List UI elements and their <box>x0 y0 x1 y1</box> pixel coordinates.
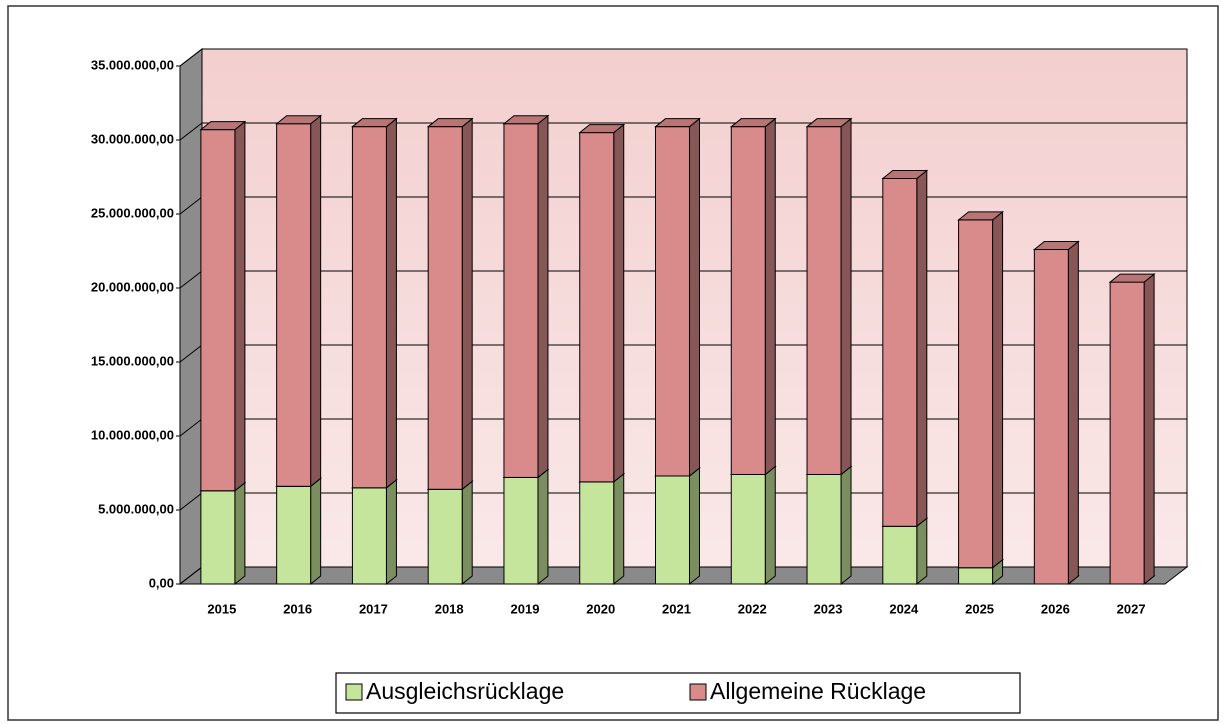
bar-side <box>461 117 473 491</box>
bar <box>579 132 615 483</box>
bar-side <box>385 117 397 489</box>
x-tick-label: 2020 <box>586 601 615 616</box>
x-tick-label: 2023 <box>814 601 843 616</box>
bar <box>276 485 312 585</box>
bar-side <box>613 472 625 586</box>
bar-side <box>1067 240 1079 586</box>
bar <box>351 126 387 489</box>
bar-top <box>1032 241 1080 251</box>
legend-label: Allgemeine Rücklage <box>710 678 926 704</box>
bar-side <box>992 210 1004 569</box>
grid-line <box>179 418 203 437</box>
y-tick-label: 20.000.000,00 <box>91 279 174 294</box>
bar-top <box>729 118 777 128</box>
bar <box>427 126 463 490</box>
bar <box>882 177 918 527</box>
x-tick-label: 2024 <box>889 601 919 616</box>
bar-top <box>881 169 929 179</box>
legend: Ausgleichsrücklage Allgemeine Rücklage <box>335 672 1021 714</box>
bar-side <box>234 120 246 492</box>
plot-area: 0,00 5.000.000,00 10.000.000,00 15.000.000,… <box>91 47 1189 616</box>
bar <box>427 488 463 585</box>
x-tick-label: 2021 <box>662 601 691 616</box>
grid-line <box>179 196 203 215</box>
bar <box>958 219 994 569</box>
x-tick-label: 2019 <box>511 601 540 616</box>
bar <box>655 126 690 477</box>
x-tick-label: 2022 <box>738 601 767 616</box>
bar <box>503 123 539 478</box>
bar <box>806 473 842 585</box>
bar-top <box>654 118 701 128</box>
bar-side <box>310 114 322 488</box>
grid-line <box>179 270 203 289</box>
bar-side <box>840 465 852 586</box>
bar-top <box>199 121 247 131</box>
legend-swatch <box>689 683 707 701</box>
bar-side <box>916 517 928 586</box>
bar <box>1033 249 1069 585</box>
y-tick-label: 25.000.000,00 <box>91 205 174 220</box>
bar-side <box>234 481 246 586</box>
bar <box>200 129 236 492</box>
bar-side <box>613 123 625 483</box>
bar-side <box>310 477 322 586</box>
y-tick-label: 30.000.000,00 <box>91 131 174 146</box>
bar-side <box>916 169 928 528</box>
bar-side <box>385 478 397 586</box>
x-tick-label: 2026 <box>1041 601 1070 616</box>
x-tick-label: 2027 <box>1117 601 1146 616</box>
y-tick-label: 0,00 <box>149 575 174 590</box>
bar-top <box>426 118 474 128</box>
x-tick-label: 2017 <box>359 601 388 616</box>
x-tick-label: 2018 <box>435 601 464 616</box>
bar-side <box>537 114 549 479</box>
bar <box>276 123 312 487</box>
x-tick-label: 2015 <box>207 601 236 616</box>
bar-side <box>1143 273 1155 586</box>
bar-top <box>578 124 626 134</box>
x-tick-label: 2025 <box>965 601 994 616</box>
bar-top <box>502 115 550 125</box>
y-tick-label: 35.000.000,00 <box>91 57 174 72</box>
bar-side <box>840 117 852 476</box>
bar <box>730 126 766 475</box>
bar <box>806 126 842 475</box>
bar-side <box>764 465 776 586</box>
bar <box>882 525 918 585</box>
bar <box>730 473 766 585</box>
y-tick-label: 15.000.000,00 <box>91 353 174 368</box>
grid-line <box>179 122 203 141</box>
bar <box>1109 281 1145 585</box>
bar <box>503 476 539 585</box>
bar <box>655 475 690 585</box>
bar-side <box>764 117 776 476</box>
grid-line <box>179 48 203 67</box>
bar <box>579 481 615 585</box>
side-wall <box>179 47 203 586</box>
bar-top <box>805 118 853 128</box>
y-tick-label: 5.000.000,00 <box>98 501 174 516</box>
bar <box>200 490 236 585</box>
grid-line <box>179 492 203 511</box>
legend-swatch <box>345 683 363 701</box>
bar-top <box>1108 273 1156 283</box>
y-tick-label: 10.000.000,00 <box>91 427 174 442</box>
bar-side <box>689 466 700 586</box>
grid-line <box>179 566 203 585</box>
bar-top <box>350 118 398 128</box>
legend-box <box>335 672 1021 714</box>
x-tick-label: 2016 <box>283 601 312 616</box>
bar-side <box>689 117 700 478</box>
bar-side <box>461 480 473 586</box>
bar-side <box>537 468 549 586</box>
grid-line <box>179 344 203 363</box>
bar <box>351 487 387 585</box>
legend-label: Ausgleichsrücklage <box>366 678 564 704</box>
bar-top <box>275 115 323 125</box>
bar <box>958 567 994 585</box>
bar-top <box>957 211 1005 221</box>
